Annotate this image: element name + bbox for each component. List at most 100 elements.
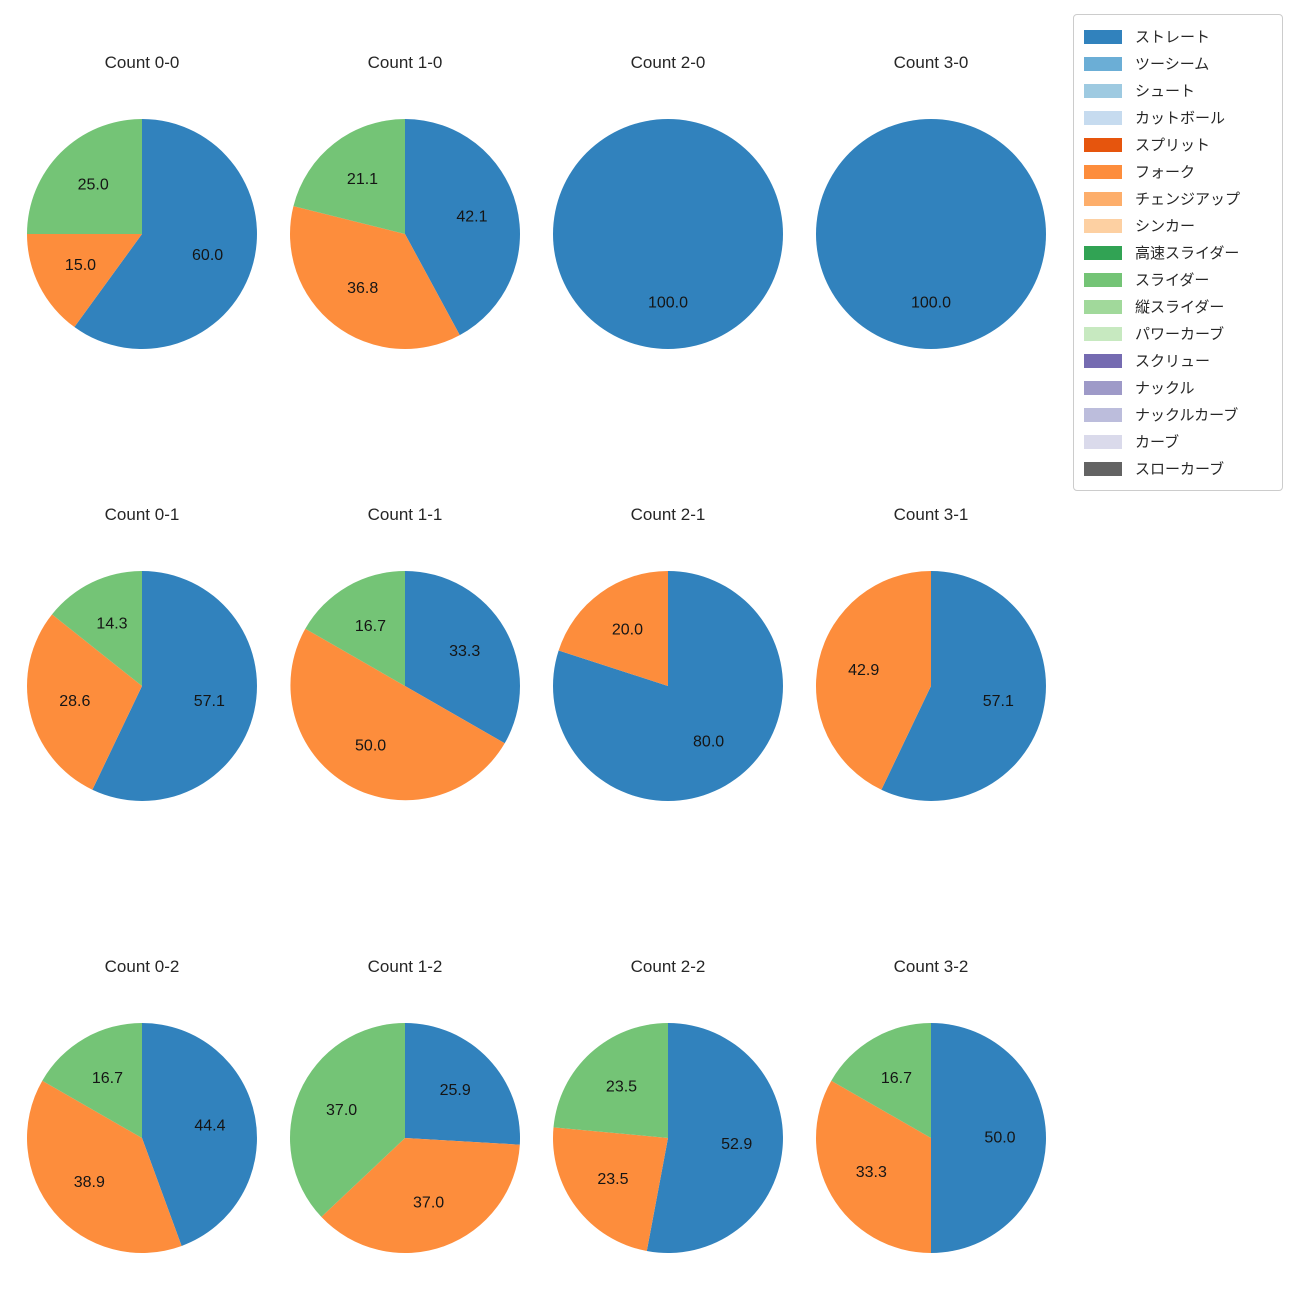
pie-chart: 60.0 15.0 25.0 (26, 119, 257, 349)
pie-title: Count 0-1 (104, 505, 180, 524)
pie-chart: 80.0 20.0 (553, 571, 784, 801)
pie-value-label-straight: 60.0 (192, 247, 223, 264)
pie-slice-fork (321, 1138, 520, 1254)
pie-value-label-straight: 44.4 (194, 1117, 225, 1134)
pie-slice-slider (831, 1023, 931, 1138)
legend-swatch-screw (1084, 353, 1122, 368)
pie-chart: 33.3 50.0 16.7 (290, 571, 520, 801)
pie-slice-fork (290, 206, 460, 349)
legend-swatch-shoot (1084, 83, 1122, 98)
pie-chart: 44.4 38.9 16.7 (27, 1023, 257, 1253)
pie-title: Count 0-0 (104, 53, 180, 72)
legend-label: カットボール (1135, 110, 1226, 127)
pie-slice-straight (142, 1023, 257, 1246)
legend-item-two-seam: ツーシーム (1084, 50, 1272, 77)
legend-label: スローカーブ (1135, 461, 1225, 478)
legend-swatch-two-seam (1084, 56, 1122, 71)
pie-title: Count 3-1 (893, 505, 969, 524)
pie-slice-slider (27, 119, 142, 234)
pie-slice-slider (293, 119, 405, 234)
pie-slice-slider (42, 1023, 142, 1138)
pie-slice-straight (816, 119, 1046, 349)
pie-title: Count 2-1 (630, 505, 706, 524)
pie-value-label-straight: 80.0 (693, 733, 724, 750)
pie-slice-fork (290, 628, 505, 801)
legend-label: スライダー (1135, 272, 1210, 289)
legend-item-straight: ストレート (1084, 23, 1272, 50)
pie-value-label-fork: 15.0 (65, 257, 96, 274)
legend-label: カーブ (1135, 434, 1180, 451)
legend-swatch-power-curve (1084, 326, 1122, 341)
pie-value-label-fork: 50.0 (355, 737, 386, 754)
pie-value-label-slider: 16.7 (881, 1070, 912, 1087)
pie-figure-count-3-2: Count 3-2 50.0 33.3 16.7 (811, 956, 1051, 1258)
legend: ストレート ツーシーム シュート カットボール スプリット フォーク チェンジアップ シンカー… (1073, 14, 1283, 491)
legend-swatch-changeup (1084, 191, 1122, 206)
legend-label: ツーシーム (1135, 56, 1210, 73)
pie-slice-straight (405, 571, 520, 744)
legend-item-curve: カーブ (1084, 428, 1272, 455)
pie-value-label-slider: 23.5 (606, 1079, 637, 1096)
legend-label: パワーカーブ (1135, 326, 1225, 343)
pie-value-label-fork: 42.9 (848, 662, 879, 679)
pie-figure-count-2-2: Count 2-2 52.9 23.5 23.5 (548, 956, 788, 1258)
legend-label: 高速スライダー (1135, 245, 1240, 262)
pie-value-label-slider: 16.7 (92, 1070, 123, 1087)
pie-value-label-fork: 23.5 (597, 1171, 628, 1188)
legend-label: スプリット (1135, 137, 1211, 154)
legend-label: 縦スライダー (1135, 299, 1225, 316)
pie-value-label-fork: 36.8 (347, 280, 378, 297)
pie-title: Count 2-2 (630, 957, 706, 976)
pie-value-label-straight: 52.9 (721, 1136, 752, 1153)
pie-chart: 100.0 (553, 119, 783, 349)
pie-slice-straight (405, 119, 520, 336)
pie-value-label-straight: 57.1 (194, 693, 225, 710)
pie-value-label-fork: 28.6 (59, 693, 90, 710)
pie-value-label-slider: 16.7 (355, 618, 386, 635)
pie-slice-straight (553, 571, 784, 801)
pie-value-label-fork: 33.3 (856, 1164, 887, 1181)
pie-slice-straight (931, 1023, 1046, 1253)
legend-label: チェンジアップ (1135, 191, 1241, 208)
pie-slice-slider (289, 1023, 405, 1217)
legend-item-knuckle-curve: ナックルカーブ (1084, 401, 1272, 428)
pie-value-label-straight: 100.0 (911, 295, 951, 312)
legend-swatch-straight (1084, 29, 1122, 44)
pie-slice-straight (881, 571, 1046, 801)
pie-value-label-slider: 25.0 (78, 177, 109, 194)
pie-chart: 50.0 33.3 16.7 (816, 1023, 1046, 1253)
pie-figure-count-1-1: Count 1-1 33.3 50.0 16.7 (285, 504, 525, 806)
pie-value-label-straight: 100.0 (648, 295, 688, 312)
legend-swatch-sinker (1084, 218, 1122, 233)
legend-item-fork: フォーク (1084, 158, 1272, 185)
legend-item-slider: スライダー (1084, 266, 1272, 293)
legend-item-split: スプリット (1084, 131, 1272, 158)
legend-swatch-fork (1084, 164, 1122, 179)
legend-label: ストレート (1135, 29, 1211, 46)
legend-label: シンカー (1135, 218, 1196, 235)
pie-slice-straight (74, 119, 257, 349)
pie-figure-count-0-0: Count 0-0 60.0 15.0 25.0 (22, 52, 262, 354)
pie-slice-slider (52, 571, 142, 686)
pie-slice-straight (553, 119, 783, 349)
pie-slice-straight (92, 571, 257, 801)
legend-item-screw: スクリュー (1084, 347, 1272, 374)
pie-slice-slider (305, 571, 405, 686)
legend-label: ナックル (1135, 380, 1195, 397)
legend-item-changeup: チェンジアップ (1084, 185, 1272, 212)
pie-slice-straight (646, 1023, 783, 1253)
pie-slice-straight (405, 1023, 521, 1145)
pie-figure-count-3-0: Count 3-0 100.0 (811, 52, 1051, 354)
legend-item-cutball: カットボール (1084, 104, 1272, 131)
pie-value-label-straight: 33.3 (449, 643, 480, 660)
legend-swatch-curve (1084, 434, 1122, 449)
legend-swatch-vertical-slider (1084, 299, 1122, 314)
pie-value-label-straight: 25.9 (440, 1082, 471, 1099)
pie-figure-count-3-1: Count 3-1 57.1 42.9 (811, 504, 1051, 806)
pie-slice-fork (27, 1080, 182, 1253)
pie-value-label-straight: 57.1 (983, 693, 1014, 710)
pie-figure-count-2-1: Count 2-1 80.0 20.0 (548, 504, 788, 806)
pie-title: Count 3-0 (893, 53, 969, 72)
legend-item-knuckle: ナックル (1084, 374, 1272, 401)
pie-value-label-slider: 14.3 (96, 615, 127, 632)
